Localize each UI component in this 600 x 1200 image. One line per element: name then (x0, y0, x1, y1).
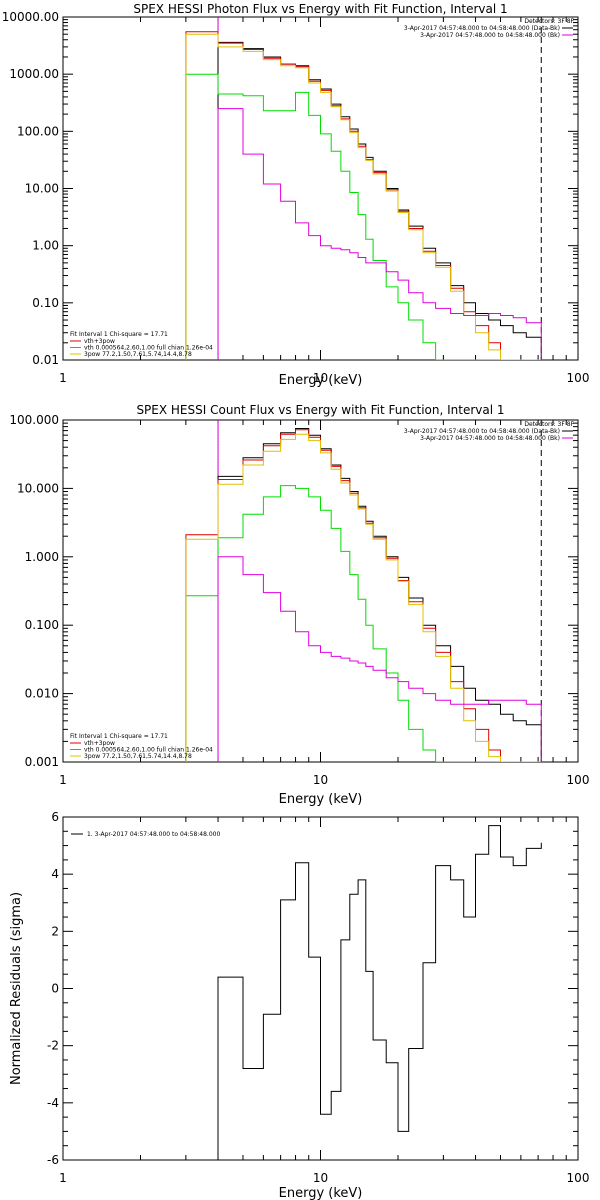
panel3-x-tick-label: 100 (567, 1171, 590, 1185)
panel2-x-tick-label: 10 (313, 773, 328, 787)
panel3-y-tick-label: -4 (47, 1096, 59, 1110)
panel3-y-tick-label: -6 (47, 1153, 59, 1167)
panel1-series-bk (217, 108, 542, 360)
panel3-x-axis-label: Energy (keV) (279, 1186, 363, 1200)
panel3-y-axis-label: Normalized Residuals (sigma) (9, 892, 24, 1085)
panel1-y-tick-label: 0.01 (32, 353, 59, 367)
panel2-x-tick-label: 1 (59, 773, 67, 787)
panel1-y-tick-label: 10000.00 (2, 10, 59, 24)
panel2-legend-header: Detectors: 3F 8F (524, 421, 574, 428)
panel3-legend-entry: 1. 3-Apr-2017 04:57:48.000 to 04:58:48.0… (87, 831, 220, 838)
panel1-title: SPEX HESSI Photon Flux vs Energy with Fi… (133, 2, 507, 16)
panel2-y-tick-label: 10.000 (17, 481, 59, 495)
panel2-fit-legend-entry: vth 0.000564,2.60,1.00 full chian 1.26e-… (84, 747, 213, 754)
panel1-series-vth (185, 73, 542, 360)
panel1-y-tick-label: 0.10 (32, 296, 59, 310)
panel2-y-tick-label: 100.000 (9, 413, 59, 427)
panel2-series-vth-3pow (185, 429, 542, 762)
panel1-plot-frame (62, 16, 579, 361)
panel2-title: SPEX HESSI Count Flux vs Energy with Fit… (136, 403, 504, 417)
panel3-y-tick-label: 2 (51, 924, 59, 938)
panel3-y-tick-label: 4 (51, 867, 59, 881)
panel2-y-tick-label: 0.010 (25, 687, 59, 701)
panel2-legend-entry: 3-Apr-2017 04:57:48.000 to 04:58:48.000 … (420, 435, 560, 442)
panel1-fit-legend-header: Fit Interval 1 Chi-square = 17.71 (70, 331, 168, 338)
panel2-series-data-bk (217, 428, 542, 762)
panel1-series-data-bk (217, 41, 542, 360)
panel2-series-bk (217, 556, 542, 762)
panel2-y-tick-label: 0.100 (25, 618, 59, 632)
panel1-y-tick-label: 1000.00 (9, 67, 59, 81)
panel1-x-tick-label: 1 (59, 371, 67, 385)
panel2-x-tick-label: 100 (567, 773, 590, 787)
panel1-x-tick-label: 10 (313, 371, 328, 385)
panel2-series-3pow (185, 433, 542, 762)
panel1-legend-header: Detectors: 3F 8F (524, 18, 574, 25)
panel1-fit-legend-entry: vth 0.000564,2.60,1.00 full chian 1.26e-… (84, 345, 213, 352)
panel1-legend-entry: 3-Apr-2017 04:57:48.000 to 04:58:48.000 … (420, 32, 560, 39)
panel3-x-tick-label: 10 (313, 1171, 328, 1185)
panel2-fit-legend-header: Fit Interval 1 Chi-square = 17.71 (70, 733, 168, 740)
panel2-legend-entry: 3-Apr-2017 04:57:48.000 to 04:58:48.000 … (404, 428, 560, 435)
panel3-y-tick-label: 0 (51, 982, 59, 996)
panel3-y-tick-label: 6 (51, 810, 59, 824)
panel3-y-tick-label: -2 (47, 1039, 59, 1053)
panel3-series-residuals (217, 825, 542, 1160)
panel2-fit-legend-entry: vth+3pow (84, 740, 115, 747)
panel2-x-axis-label: Energy (keV) (279, 792, 363, 807)
panel2-y-tick-label: 1.000 (25, 550, 59, 564)
panel2-y-tick-label: 0.001 (25, 755, 59, 769)
panel1-x-axis-label: Energy (keV) (279, 373, 363, 388)
panel1-series-3pow (185, 33, 542, 360)
panel1-y-tick-label: 1.00 (32, 239, 59, 253)
panel3-x-tick-label: 1 (59, 1171, 67, 1185)
panel2-series-vth (185, 485, 542, 762)
panel1-legend-entry: 3-Apr-2017 04:57:48.000 to 04:58:48.000 … (404, 25, 560, 32)
panel1-y-tick-label: 10.00 (25, 182, 59, 196)
panel1-fit-legend-entry: vth+3pow (84, 338, 115, 345)
panel2-fit-legend-entry: 3pow 77.2,1.50,7.61,5.74,14.4,8.78 (84, 753, 192, 760)
panel1-y-tick-label: 100.00 (17, 124, 59, 138)
panel1-series-vth-3pow (185, 31, 542, 360)
panel1-x-tick-label: 100 (567, 371, 590, 385)
panel1-fit-legend-entry: 3pow 77.2,1.50,7.61,5.74,14.4,8.78 (84, 351, 192, 358)
